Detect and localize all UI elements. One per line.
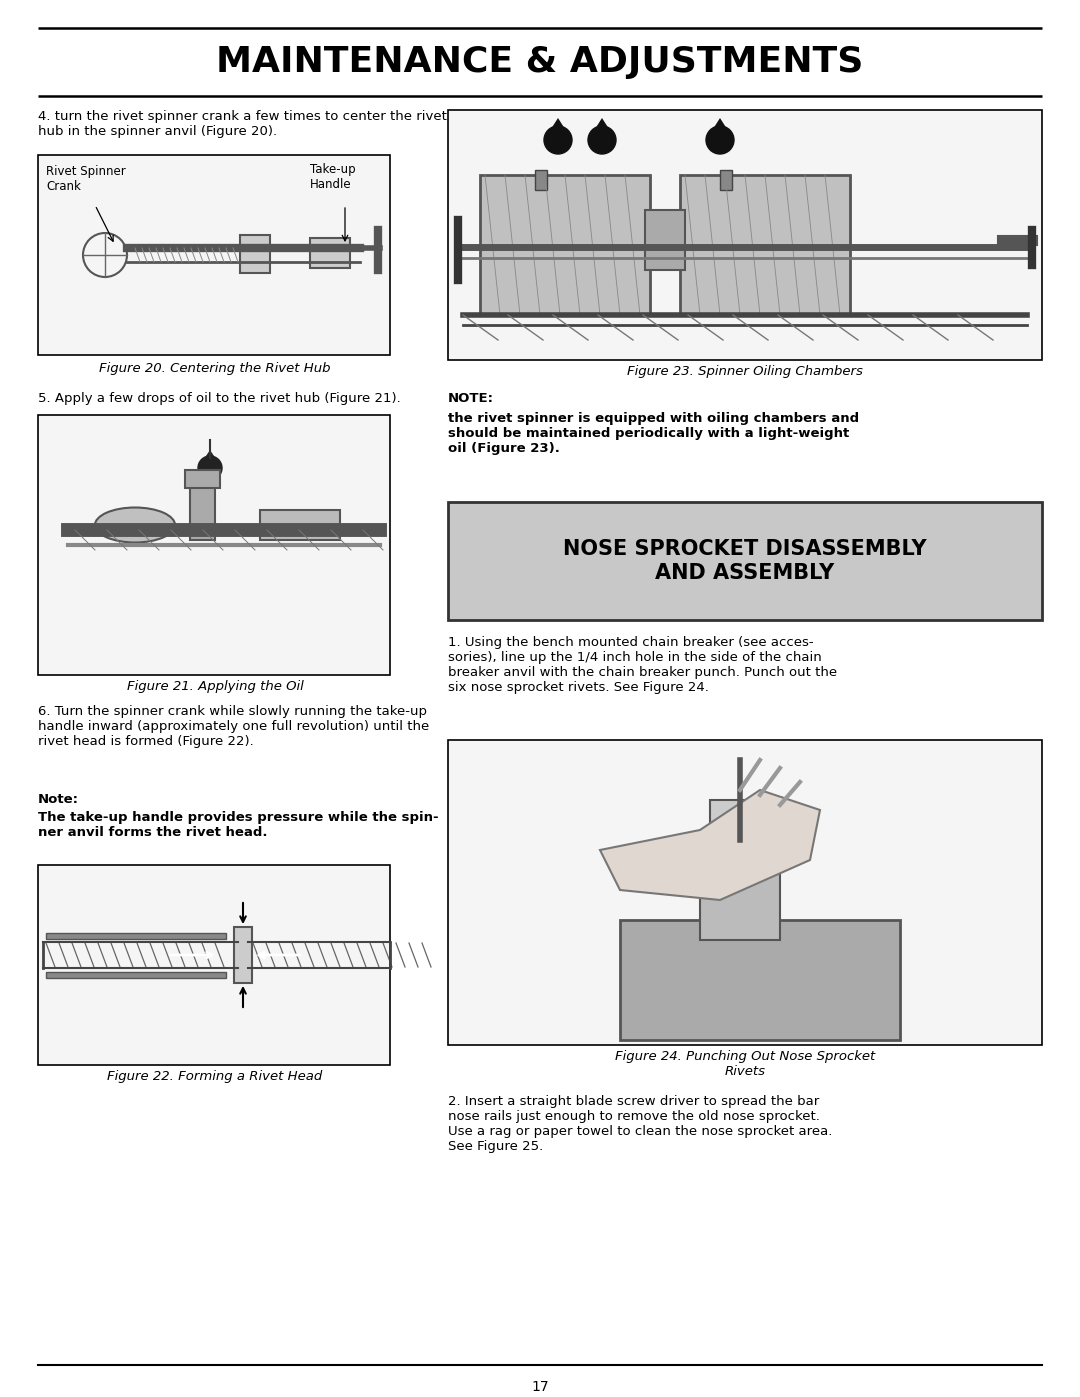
Text: 17: 17 <box>531 1380 549 1394</box>
Bar <box>448 502 1042 620</box>
Bar <box>38 155 390 355</box>
Polygon shape <box>544 117 572 140</box>
Text: MAINTENANCE & ADJUSTMENTS: MAINTENANCE & ADJUSTMENTS <box>216 45 864 80</box>
Text: Figure 21. Applying the Oil: Figure 21. Applying the Oil <box>126 680 303 693</box>
Bar <box>448 740 1042 1045</box>
Circle shape <box>588 126 616 154</box>
Bar <box>46 933 226 939</box>
Ellipse shape <box>95 507 175 542</box>
Text: Figure 23. Spinner Oiling Chambers: Figure 23. Spinner Oiling Chambers <box>627 365 863 379</box>
Text: The take-up handle provides pressure while the spin-
ner anvil forms the rivet h: The take-up handle provides pressure whi… <box>38 812 438 840</box>
Bar <box>38 415 390 675</box>
Circle shape <box>706 126 734 154</box>
Bar <box>260 510 340 541</box>
Text: Take-up
Handle: Take-up Handle <box>310 163 355 191</box>
Bar <box>480 175 650 314</box>
Polygon shape <box>706 117 734 140</box>
Text: Figure 20. Centering the Rivet Hub: Figure 20. Centering the Rivet Hub <box>99 362 330 374</box>
Text: 1. Using the bench mounted chain breaker (see acces-
sories), line up the 1/4 in: 1. Using the bench mounted chain breaker… <box>448 636 837 694</box>
Bar <box>310 237 350 268</box>
Bar <box>680 175 850 314</box>
Text: 6. Turn the spinner crank while slowly running the take-up
handle inward (approx: 6. Turn the spinner crank while slowly r… <box>38 705 429 747</box>
Text: Rivet Spinner
Crank: Rivet Spinner Crank <box>46 165 125 193</box>
Bar <box>448 110 1042 360</box>
Bar <box>46 972 226 978</box>
Circle shape <box>544 126 572 154</box>
Bar <box>720 170 732 190</box>
Text: Figure 24. Punching Out Nose Sprocket
Rivets: Figure 24. Punching Out Nose Sprocket Ri… <box>615 1051 875 1078</box>
Text: 2. Insert a straight blade screw driver to spread the bar
nose rails just enough: 2. Insert a straight blade screw driver … <box>448 1095 833 1153</box>
Circle shape <box>198 455 222 481</box>
Bar <box>38 865 390 1065</box>
Polygon shape <box>600 789 820 900</box>
Text: Figure 22. Forming a Rivet Head: Figure 22. Forming a Rivet Head <box>107 1070 323 1083</box>
Bar <box>234 928 252 983</box>
Bar <box>240 235 270 272</box>
Polygon shape <box>588 117 616 140</box>
Bar <box>185 469 220 488</box>
Text: 4. turn the rivet spinner crank a few times to center the rivet
hub in the spinn: 4. turn the rivet spinner crank a few ti… <box>38 110 447 138</box>
Text: the rivet spinner is equipped with oiling chambers and
should be maintained peri: the rivet spinner is equipped with oilin… <box>448 412 859 455</box>
Bar <box>620 921 900 1039</box>
Text: NOSE SPROCKET DISASSEMBLY
AND ASSEMBLY: NOSE SPROCKET DISASSEMBLY AND ASSEMBLY <box>563 539 927 583</box>
Text: Note:: Note: <box>38 793 79 806</box>
Text: NOTE:: NOTE: <box>448 393 494 405</box>
Bar <box>645 210 685 270</box>
Bar <box>190 481 215 541</box>
Text: 5. Apply a few drops of oil to the rivet hub (Figure 21).: 5. Apply a few drops of oil to the rivet… <box>38 393 401 405</box>
Bar <box>700 840 780 940</box>
Polygon shape <box>198 450 222 468</box>
Bar <box>535 170 546 190</box>
Bar <box>710 800 770 849</box>
